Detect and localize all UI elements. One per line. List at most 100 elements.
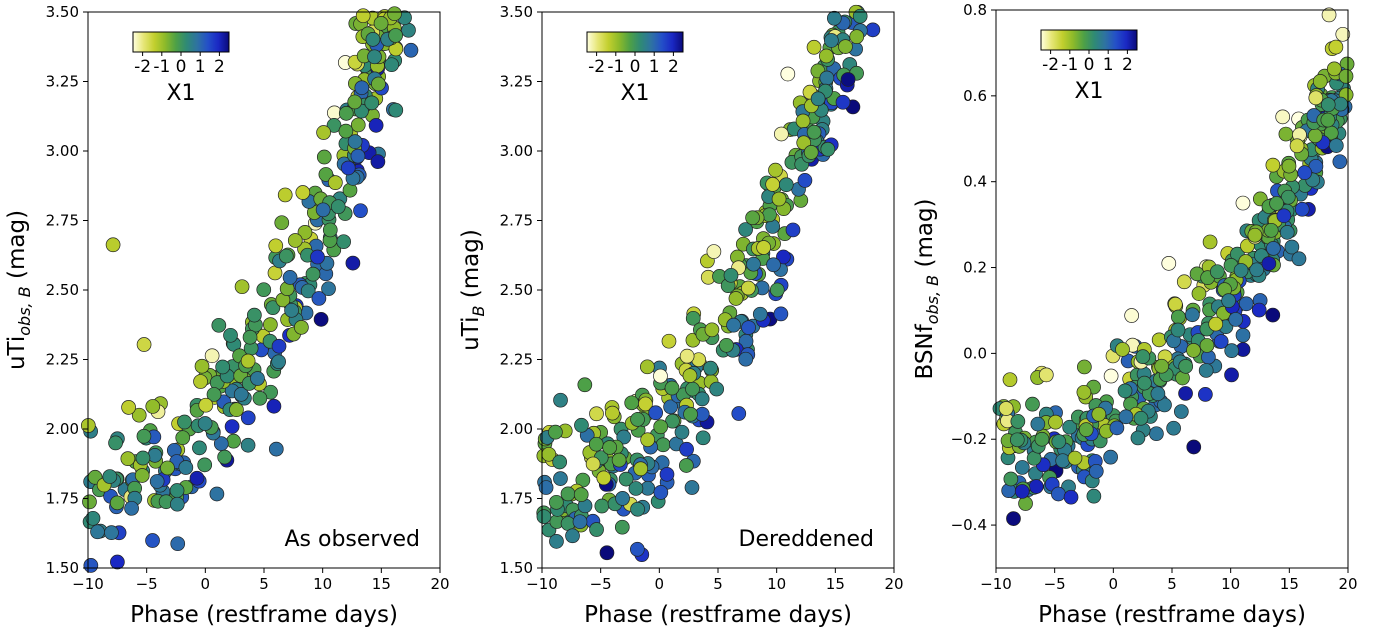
data-point — [217, 449, 232, 465]
y-tick-label: 1.50 — [46, 559, 79, 577]
data-point — [1166, 420, 1181, 436]
data-point — [679, 441, 694, 457]
data-point — [1266, 241, 1281, 256]
y-axis: 1.50 1.75 2.00 2.25 2.50 2.75 3.00 3.25 3.50 — [500, 3, 542, 577]
data-point — [628, 481, 644, 496]
data-point — [746, 256, 761, 272]
data-point — [197, 416, 213, 431]
panel-annotation: As observed — [285, 527, 421, 552]
y-tick-label: 3.25 — [500, 73, 533, 91]
data-point — [240, 353, 256, 369]
data-point — [773, 306, 789, 322]
data-point — [726, 317, 741, 333]
data-point — [297, 225, 313, 240]
data-point — [1010, 414, 1026, 429]
data-point — [1228, 312, 1244, 327]
data-point — [1291, 251, 1307, 267]
data-point — [778, 177, 794, 193]
data-point — [852, 8, 868, 24]
data-point — [1048, 414, 1063, 430]
data-point — [268, 238, 284, 254]
data-point — [252, 390, 268, 406]
data-point — [242, 329, 258, 345]
x-tick-label: −5 — [590, 575, 612, 593]
x-tick-label: 15 — [826, 575, 845, 593]
data-point — [1014, 460, 1030, 475]
data-point — [629, 541, 645, 557]
data-point — [354, 80, 370, 96]
data-point — [695, 430, 711, 446]
data-point — [756, 240, 771, 255]
data-point — [1186, 343, 1201, 358]
data-point — [679, 458, 694, 473]
data-point — [1103, 449, 1118, 465]
data-point — [175, 430, 191, 446]
y-tick-label: 0.2 — [963, 259, 987, 277]
panel-as-observed: −10 −5 0 5 10 15 20 1.501.752.002.252.502.753.… — [4, 3, 450, 628]
colorbar: -2 -1 0 1 2 X1 — [132, 31, 230, 106]
data-point — [663, 399, 678, 415]
data-point — [145, 399, 161, 414]
colorbar-tick-label: -1 — [1061, 55, 1078, 75]
data-point — [1251, 302, 1267, 318]
data-point — [810, 91, 826, 107]
data-point — [229, 402, 244, 417]
colorbar-tick-label: 1 — [195, 57, 206, 77]
data-point — [294, 319, 309, 335]
scatter-points — [992, 7, 1355, 526]
data-point — [124, 500, 139, 516]
data-point — [1149, 426, 1164, 442]
x-tick-label: 10 — [767, 575, 786, 593]
data-point — [223, 327, 238, 343]
data-point — [785, 222, 801, 238]
data-point — [388, 102, 404, 118]
data-point — [795, 113, 811, 129]
data-point — [1294, 201, 1310, 217]
data-point — [719, 337, 734, 353]
data-point — [1078, 422, 1094, 438]
data-point — [316, 125, 331, 140]
data-point — [766, 257, 781, 273]
data-point — [310, 249, 325, 265]
data-point — [263, 317, 278, 332]
y-tick-label: 3.00 — [46, 142, 79, 160]
data-point — [1213, 334, 1229, 349]
data-point — [120, 451, 136, 466]
data-point — [538, 480, 554, 495]
data-point — [1151, 332, 1167, 348]
y-tick-label: 2.50 — [500, 281, 533, 299]
data-point — [1238, 296, 1254, 312]
data-point — [738, 222, 753, 237]
x-tick-label: 0 — [1109, 575, 1119, 593]
data-point — [1261, 256, 1277, 271]
data-point — [1030, 416, 1046, 432]
colorbar-gradient — [1040, 29, 1138, 51]
data-point — [633, 461, 649, 477]
data-point — [85, 510, 101, 526]
data-point — [826, 10, 842, 26]
data-point — [1265, 157, 1281, 173]
data-point — [1338, 68, 1354, 84]
data-point — [206, 387, 222, 402]
data-point — [1176, 274, 1192, 290]
data-point — [653, 419, 669, 435]
colorbar-tick-label: 1 — [1103, 55, 1114, 75]
data-point — [240, 437, 256, 453]
colorbar: -2 -1 0 1 2 X1 — [1040, 29, 1138, 104]
data-point — [1124, 308, 1139, 323]
data-point — [224, 419, 240, 434]
y-tick-label: 3.50 — [46, 3, 79, 21]
data-point — [373, 16, 389, 31]
data-point — [1161, 256, 1177, 271]
colorbar-label: X1 — [620, 81, 649, 106]
data-point — [585, 456, 601, 472]
data-point — [1202, 234, 1218, 250]
data-point — [1263, 222, 1279, 238]
data-point — [401, 22, 416, 38]
data-point — [820, 141, 836, 157]
data-point — [1308, 90, 1324, 106]
data-point — [318, 167, 334, 182]
data-point — [136, 337, 152, 352]
data-point — [169, 483, 185, 498]
data-point — [347, 134, 363, 149]
